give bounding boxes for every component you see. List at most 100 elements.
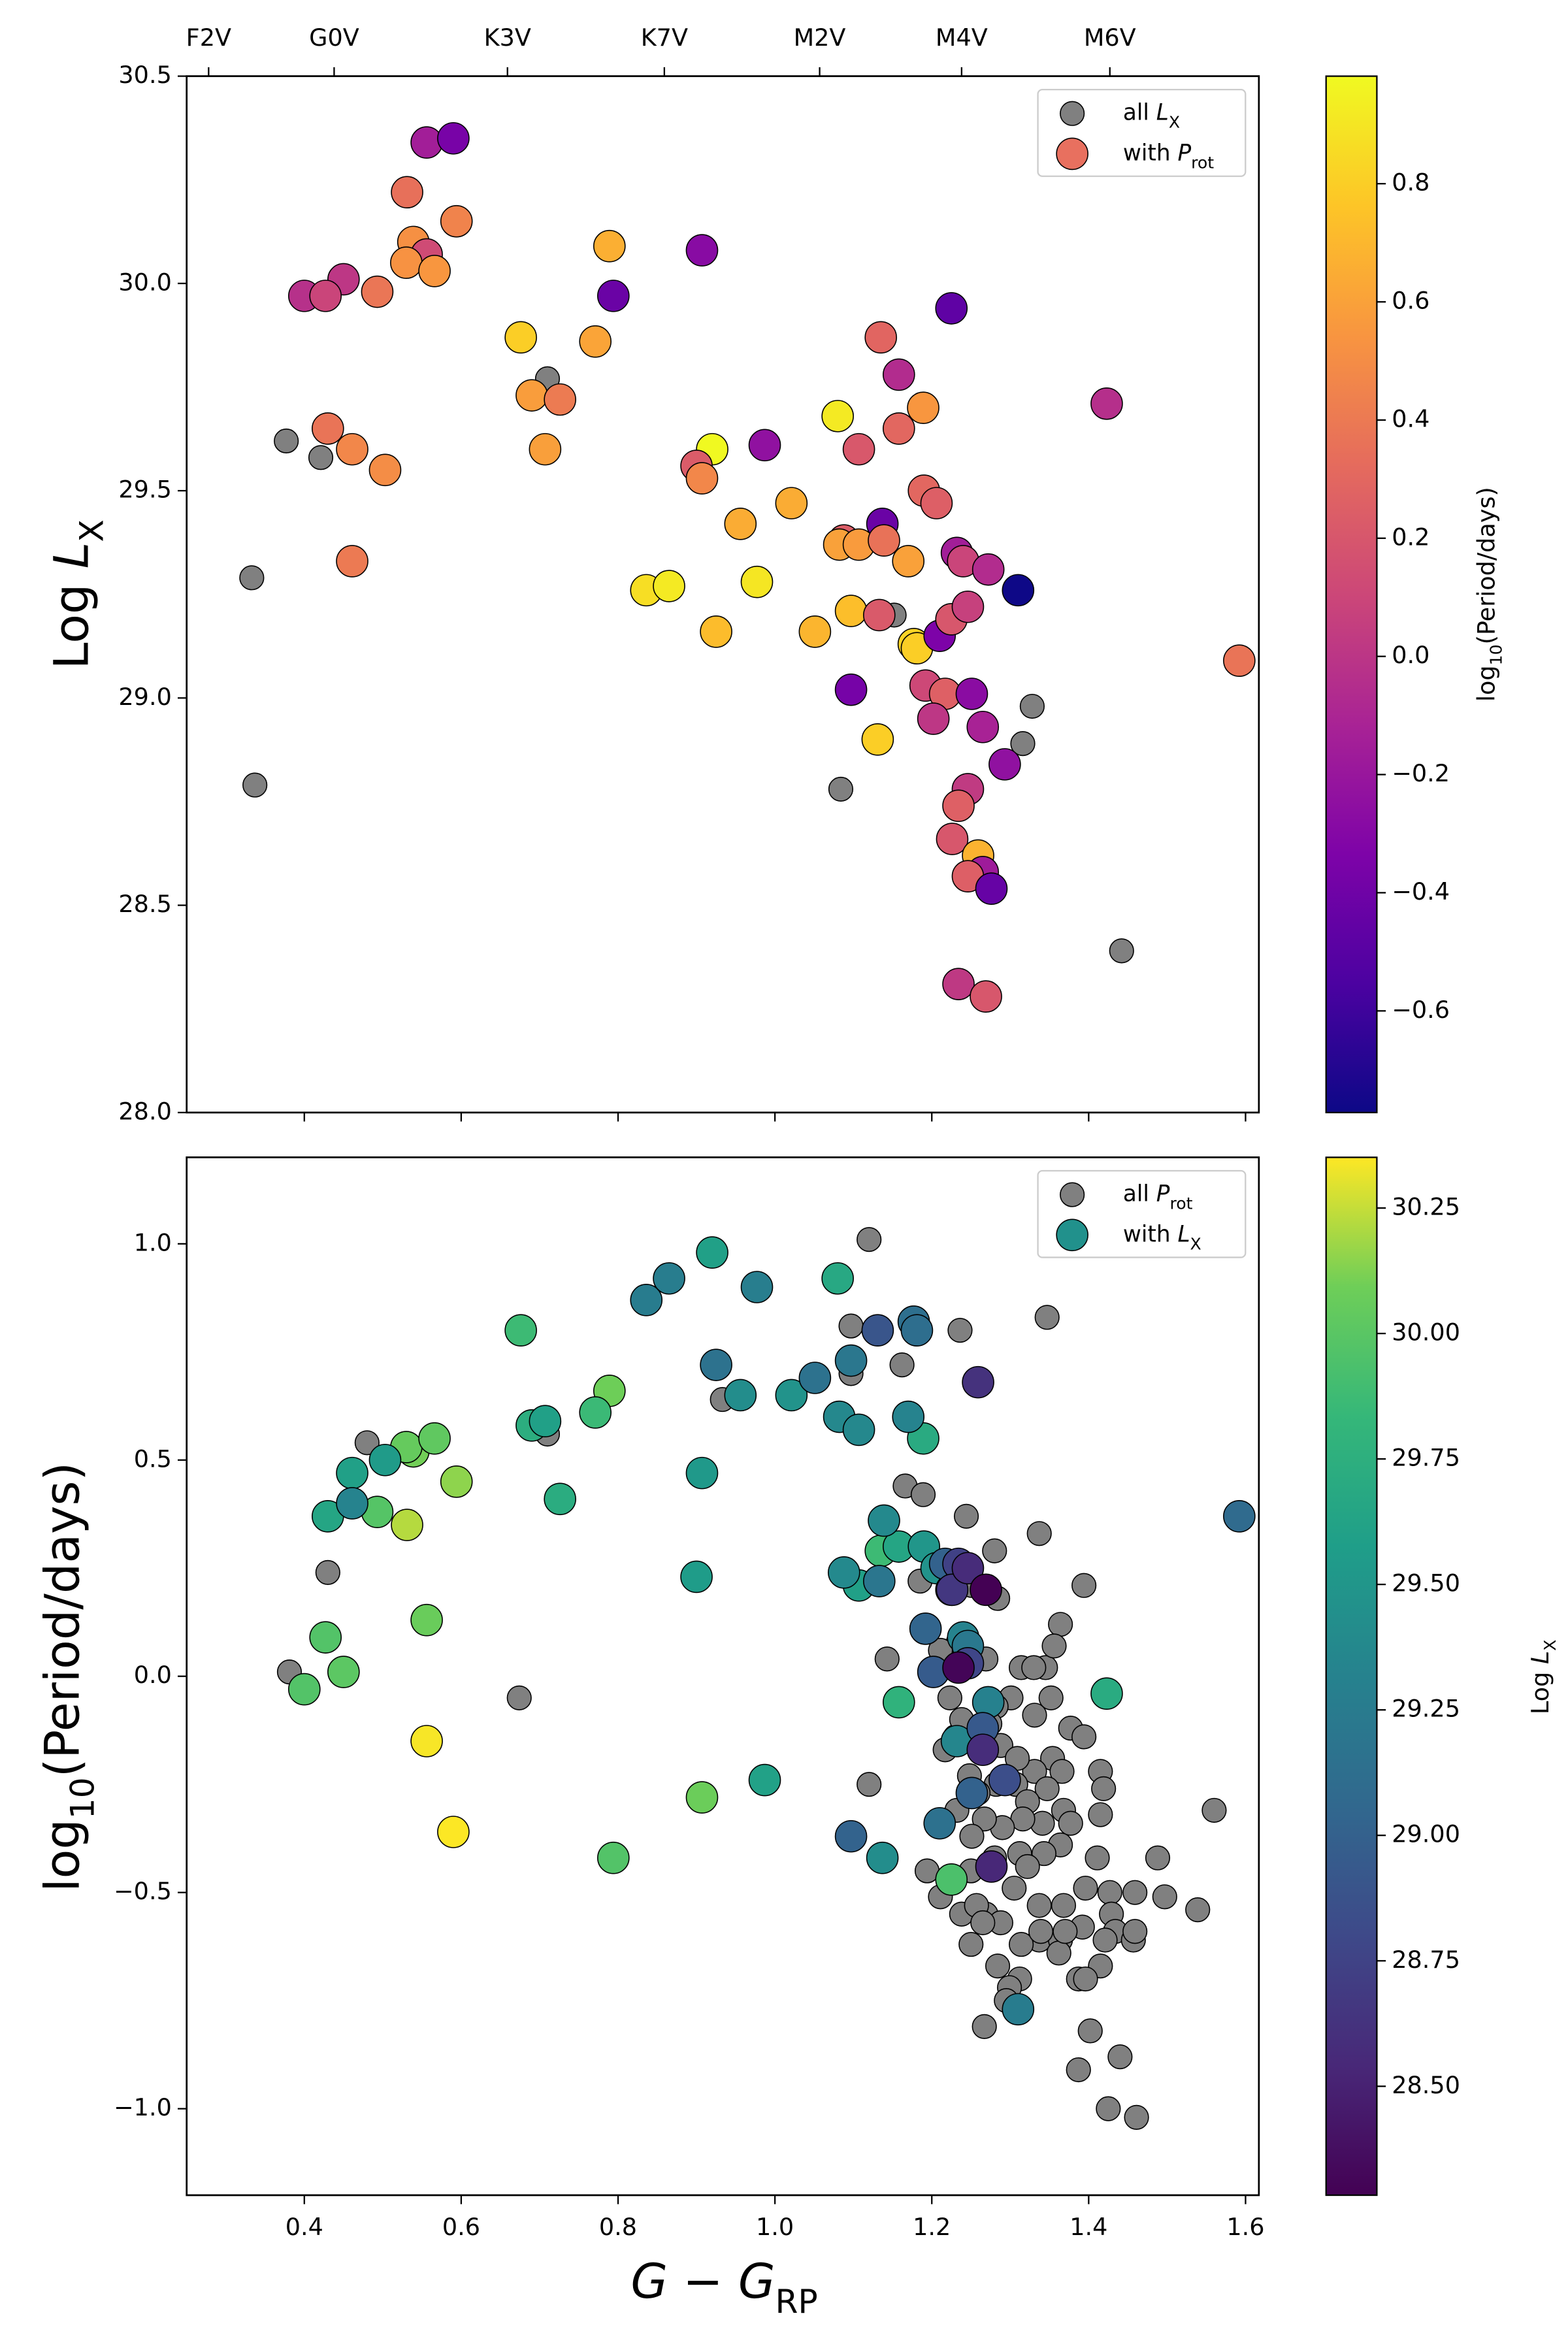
colored-point bbox=[504, 1314, 537, 1347]
label-part: Log bbox=[1526, 1664, 1554, 1714]
colored-point bbox=[935, 1863, 968, 1896]
colored-point bbox=[966, 1733, 1000, 1767]
colored-point bbox=[1002, 574, 1035, 607]
gray-point bbox=[506, 1685, 532, 1710]
label-part: 10 bbox=[63, 1777, 102, 1819]
colored-point bbox=[696, 1236, 728, 1269]
gray-point bbox=[959, 1823, 985, 1849]
colorbar-tick-label: 28.75 bbox=[1392, 1946, 1460, 1974]
colored-point bbox=[410, 126, 443, 159]
gray-point bbox=[1122, 1919, 1148, 1944]
colored-point bbox=[1002, 1993, 1035, 2026]
gray-point bbox=[239, 565, 265, 591]
gray-point bbox=[1026, 1521, 1052, 1546]
gray-point bbox=[1071, 1724, 1097, 1750]
colored-point bbox=[685, 1781, 719, 1814]
gray-point bbox=[242, 772, 268, 798]
x-tick-label: 1.2 bbox=[913, 2213, 951, 2241]
plot-frame bbox=[186, 75, 1260, 1114]
colored-point bbox=[821, 1262, 854, 1295]
label-part: L bbox=[44, 542, 99, 569]
gray-point bbox=[1073, 1966, 1098, 1992]
colored-point bbox=[936, 823, 969, 855]
colored-point bbox=[309, 1621, 342, 1654]
colored-point bbox=[975, 1850, 1008, 1883]
colored-point bbox=[975, 872, 1008, 906]
label-part: G bbox=[738, 2254, 776, 2310]
colored-point bbox=[410, 1603, 443, 1637]
gray-point bbox=[1107, 2044, 1133, 2070]
colored-point bbox=[748, 429, 781, 462]
y-tick-label: 29.5 bbox=[118, 476, 171, 504]
colored-point bbox=[962, 1365, 994, 1399]
gray-point bbox=[1071, 1573, 1097, 1598]
label-part: G bbox=[630, 2254, 668, 2310]
gray-point bbox=[1019, 693, 1045, 719]
colored-point bbox=[685, 234, 719, 267]
top-tick-label: M6V bbox=[1084, 24, 1136, 52]
colored-point bbox=[437, 122, 470, 155]
label-part: L bbox=[1526, 1651, 1554, 1664]
label-part: (Period/days) bbox=[1472, 487, 1500, 644]
label-part: RP bbox=[776, 2282, 818, 2321]
colored-point bbox=[970, 980, 1002, 1013]
colorbar-tick-label: −0.4 bbox=[1392, 877, 1450, 906]
colored-point bbox=[883, 1686, 915, 1719]
gray-point bbox=[1034, 1305, 1060, 1330]
gray-point bbox=[1096, 2096, 1121, 2121]
label-part: 10 bbox=[1486, 644, 1505, 665]
gray-point bbox=[1015, 1854, 1040, 1880]
colored-point bbox=[942, 1651, 975, 1684]
colorbar-tick-label: 28.50 bbox=[1392, 2071, 1460, 2099]
colored-point bbox=[942, 789, 975, 823]
colored-point bbox=[842, 433, 875, 466]
colored-point bbox=[834, 1820, 868, 1853]
legend-frame bbox=[1037, 1169, 1247, 1258]
colored-point bbox=[287, 1673, 321, 1706]
colored-point bbox=[680, 1560, 713, 1593]
legend: all Prot with LX bbox=[1037, 1169, 1247, 1258]
colored-point bbox=[418, 1422, 451, 1455]
colored-point bbox=[868, 524, 900, 557]
colorbar-tick-label: 29.00 bbox=[1392, 1820, 1460, 1848]
colored-point bbox=[685, 1456, 719, 1490]
colored-point bbox=[966, 710, 1000, 743]
colored-point bbox=[418, 254, 451, 287]
x-tick-label: 1.6 bbox=[1226, 2213, 1264, 2241]
gray-point bbox=[953, 1503, 979, 1529]
gray-point bbox=[1034, 1776, 1060, 1801]
colored-point bbox=[597, 280, 630, 312]
colored-point bbox=[368, 453, 402, 487]
colored-point bbox=[630, 1284, 663, 1316]
x-tick-label: 0.6 bbox=[442, 2213, 480, 2241]
legend-label: all LX bbox=[1123, 99, 1180, 131]
x-tick-label: 1.0 bbox=[756, 2213, 794, 2241]
legend-label-part: all bbox=[1123, 99, 1156, 125]
label-part: X bbox=[72, 519, 110, 542]
gray-point bbox=[1041, 1633, 1067, 1659]
colored-point bbox=[700, 1348, 732, 1381]
colored-point bbox=[883, 412, 915, 445]
top-tick-label: M2V bbox=[794, 24, 846, 52]
colorbar-tick-label: 30.00 bbox=[1392, 1318, 1460, 1347]
colored-point bbox=[653, 570, 685, 602]
colored-point bbox=[685, 462, 719, 495]
gray-point bbox=[910, 1482, 936, 1507]
gray-point bbox=[1109, 938, 1134, 964]
colored-point bbox=[1223, 1500, 1256, 1533]
legend-marker bbox=[1060, 1182, 1085, 1207]
gray-point bbox=[1028, 1919, 1054, 1944]
gray-point bbox=[1051, 1893, 1077, 1918]
colored-point bbox=[593, 229, 626, 263]
label-part: (Period/days) bbox=[35, 1462, 91, 1777]
colored-point bbox=[909, 1612, 942, 1645]
gray-point bbox=[972, 1806, 997, 1832]
y-axis-label: log10(Period/days) bbox=[35, 1462, 102, 1892]
colored-point bbox=[440, 1465, 473, 1498]
colored-point bbox=[368, 1443, 402, 1477]
legend-frame bbox=[1037, 89, 1247, 177]
colorbar-tick-label: 29.75 bbox=[1392, 1444, 1460, 1472]
gray-point bbox=[1048, 1612, 1073, 1637]
